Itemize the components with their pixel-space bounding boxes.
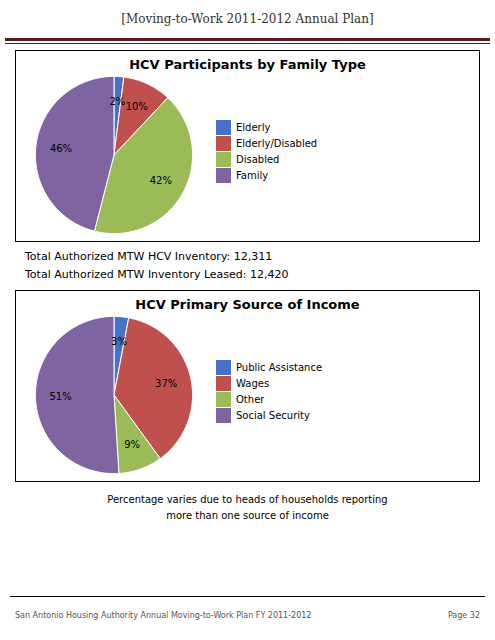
svg-text:37%: 37% <box>155 378 177 389</box>
html-text:[Moving-to-Work 2011-2012 Annu: [Moving-to-Work 2011-2012 Annual Plan] <box>121 12 374 26</box>
html-text:Page 32: Page 32 <box>447 611 480 620</box>
html-text:Total Authorized MTW HCV Inven: Total Authorized MTW HCV Inventory: 12,3… <box>25 250 273 263</box>
html-text:Family: Family <box>236 170 269 181</box>
svg-text:10%: 10% <box>126 101 148 112</box>
html-text:more than one source of income: more than one source of income <box>166 510 329 521</box>
html-text:Elderly: Elderly <box>236 122 271 133</box>
html-text:Percentage varies due to heads: Percentage varies due to heads of househ… <box>107 494 388 505</box>
svg-text:51%: 51% <box>49 391 71 402</box>
html-text:San Antonio Housing Authority: San Antonio Housing Authority Annual Mov… <box>15 611 312 620</box>
html-text:Elderly/Disabled: Elderly/Disabled <box>236 138 318 149</box>
svg-text:9%: 9% <box>124 439 140 450</box>
svg-text:2%: 2% <box>109 96 125 107</box>
html-text:Other: Other <box>236 394 265 405</box>
html-text:HCV Primary Source of Income: HCV Primary Source of Income <box>135 297 360 312</box>
svg-text:42%: 42% <box>150 175 172 186</box>
html-text:Wages: Wages <box>236 378 270 389</box>
html-text:Public Assistance: Public Assistance <box>236 362 323 373</box>
html-text:Total Authorized MTW Inventory: Total Authorized MTW Inventory Leased: 1… <box>25 268 289 281</box>
html-text:HCV Participants by Family Typ: HCV Participants by Family Type <box>129 57 366 72</box>
svg-text:3%: 3% <box>111 336 127 347</box>
html-text:Disabled: Disabled <box>236 154 280 165</box>
html-text:Social Security: Social Security <box>236 410 310 421</box>
svg-text:46%: 46% <box>50 143 72 154</box>
